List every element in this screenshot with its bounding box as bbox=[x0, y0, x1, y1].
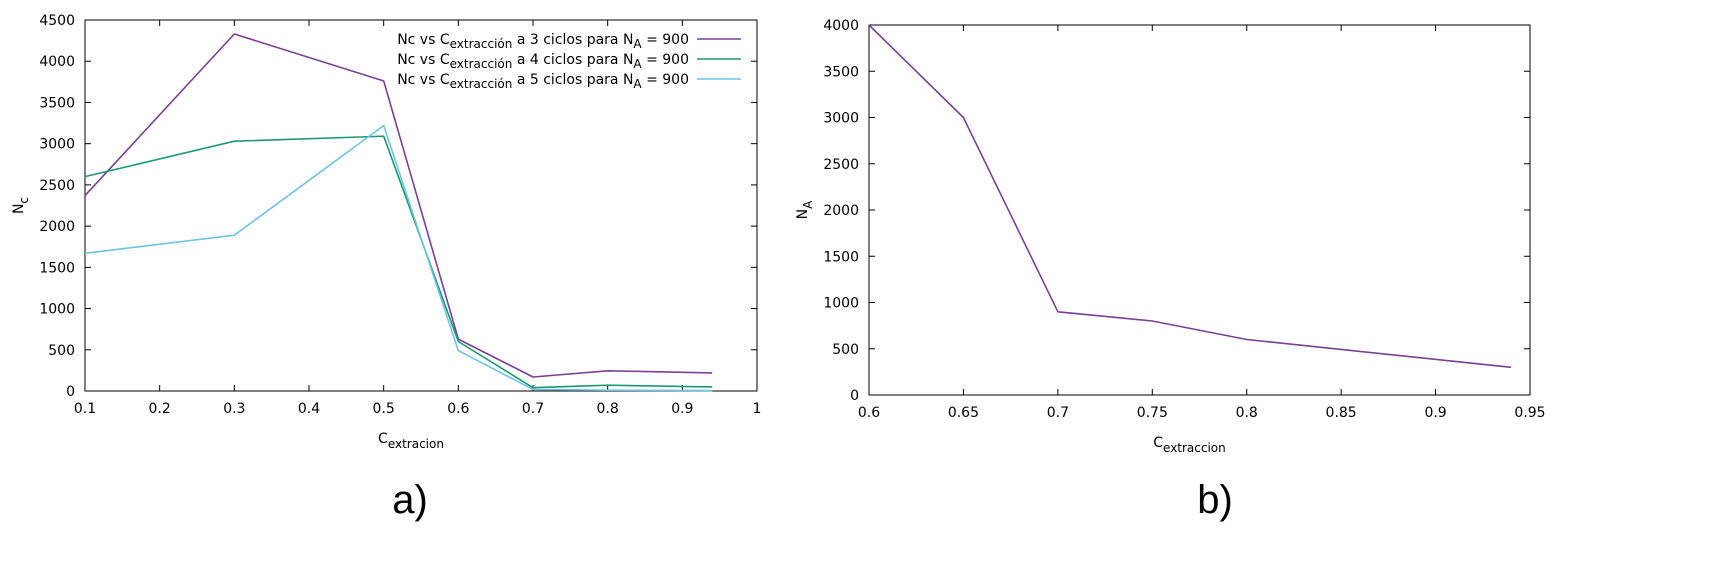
y-tick-label: 1000 bbox=[823, 296, 859, 312]
x-tick-label: 0.7 bbox=[1047, 405, 1069, 421]
x-tick-label: 1 bbox=[753, 401, 762, 417]
series-line-1 bbox=[84, 33, 713, 378]
y-tick-label: 2500 bbox=[823, 157, 859, 173]
x-tick-label: 0.8 bbox=[597, 401, 619, 417]
chart-a: 0.1 0.2 0.3 0.4 0.5 0.6 0.7 0.8 0.9 1 0 500 1000 1500… bbox=[11, 13, 761, 522]
legend-label-2: Nc vs Cextracción a 4 ciclos para NA = 9… bbox=[397, 52, 689, 71]
x-tick-label: 0.9 bbox=[671, 401, 693, 417]
y-tick-label: 2500 bbox=[39, 178, 75, 194]
y-tick-label: 3000 bbox=[39, 137, 75, 153]
y-tick-label: 0 bbox=[66, 384, 75, 400]
y-tick-label: 3500 bbox=[39, 95, 75, 111]
y-tick-label: 3500 bbox=[823, 64, 859, 80]
series-line-2 bbox=[84, 135, 713, 389]
y-tick-label: 4500 bbox=[39, 13, 75, 29]
legend-label-1: Nc vs Cextracción a 3 ciclos para NA = 9… bbox=[397, 32, 689, 51]
panel-caption: a) bbox=[392, 478, 428, 522]
legend-label-3: Nc vs Cextracción a 5 ciclos para NA = 9… bbox=[397, 72, 689, 91]
y-tick-label: 2000 bbox=[39, 219, 75, 235]
y-tick-label: 1500 bbox=[823, 249, 859, 265]
x-axis-label: Cextraccion bbox=[1153, 435, 1226, 455]
x-tick-label: 0.95 bbox=[1514, 405, 1545, 421]
x-tick-label: 0.6 bbox=[858, 405, 880, 421]
series-line-3 bbox=[84, 124, 713, 392]
x-tick-label: 0.4 bbox=[298, 401, 320, 417]
panel-caption: b) bbox=[1197, 478, 1233, 522]
x-tick-label: 0.5 bbox=[373, 401, 395, 417]
plot-frame bbox=[84, 19, 758, 392]
x-tick-label: 0.85 bbox=[1326, 405, 1357, 421]
x-tick-label: 0.3 bbox=[223, 401, 245, 417]
plot-frame bbox=[868, 24, 1531, 396]
y-tick-label: 2000 bbox=[823, 203, 859, 219]
x-tick-label: 0.75 bbox=[1137, 405, 1168, 421]
y-tick-label: 4000 bbox=[823, 18, 859, 34]
x-tick-label: 0.8 bbox=[1236, 405, 1258, 421]
x-tick-label: 0.1 bbox=[74, 401, 96, 417]
y-axis-label: NA bbox=[795, 200, 815, 219]
x-tick-label: 0.65 bbox=[948, 405, 979, 421]
x-tick-label: 0.2 bbox=[149, 401, 171, 417]
series-line-1 bbox=[868, 24, 1512, 369]
x-tick-label: 0.6 bbox=[447, 401, 469, 417]
y-axis-label: Nc bbox=[11, 197, 31, 214]
x-tick-label: 0.9 bbox=[1424, 405, 1446, 421]
y-tick-label: 500 bbox=[48, 343, 75, 359]
x-tick-label: 0.7 bbox=[522, 401, 544, 417]
y-tick-label: 500 bbox=[832, 342, 859, 358]
y-tick-label: 1500 bbox=[39, 260, 75, 276]
y-tick-label: 3000 bbox=[823, 111, 859, 127]
y-tick-label: 4000 bbox=[39, 54, 75, 70]
x-axis-label: Cextracion bbox=[378, 431, 444, 451]
y-tick-label: 1000 bbox=[39, 302, 75, 318]
chart-b: 0.6 0.65 0.7 0.75 0.8 0.85 0.9 0.95 0 500 1000 1500… bbox=[795, 18, 1546, 522]
y-tick-label: 0 bbox=[850, 388, 859, 404]
